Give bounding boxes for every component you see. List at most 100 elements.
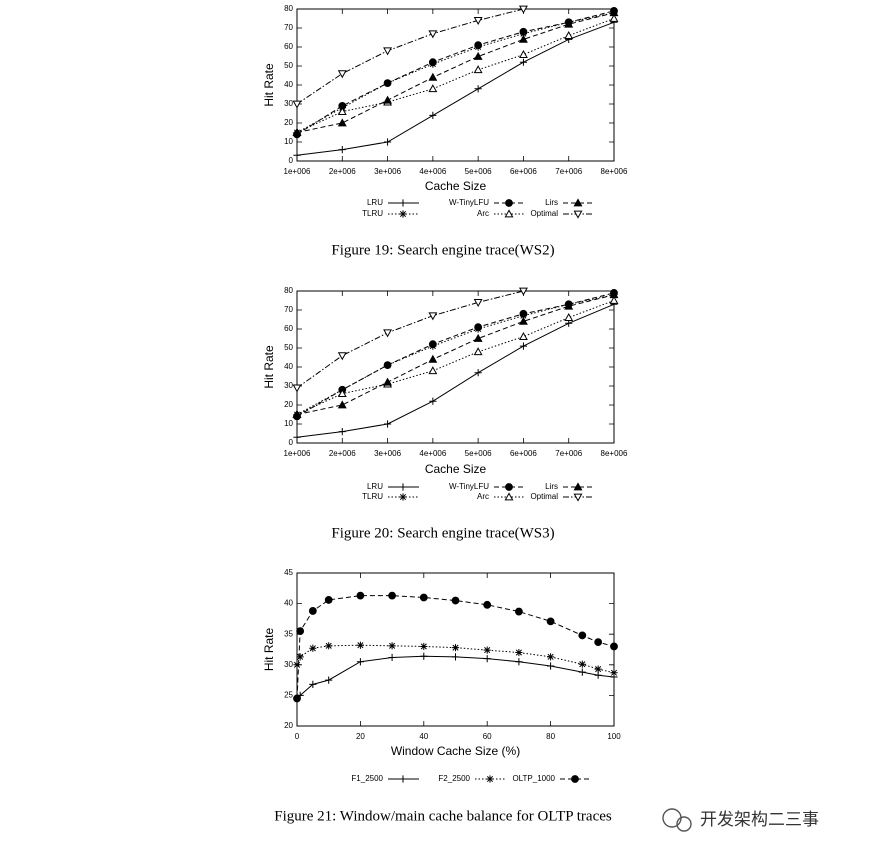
- marker: [473, 65, 483, 74]
- x-tick-label: 8e+006: [601, 449, 628, 458]
- y-tick-label: 25: [284, 691, 293, 700]
- marker: [428, 72, 438, 81]
- y-axis-label: Hit Rate: [262, 628, 276, 672]
- figure-caption: Figure 20: Search engine trace(WS3): [331, 525, 554, 541]
- legend-label: W-TinyLFU: [449, 482, 489, 491]
- marker: [428, 312, 438, 321]
- marker: [356, 591, 365, 600]
- marker: [324, 596, 333, 604]
- marker: [337, 400, 347, 409]
- marker: [519, 309, 528, 318]
- marker: [428, 354, 438, 363]
- marker: [547, 662, 555, 670]
- marker: [428, 366, 438, 375]
- y-tick-label: 35: [284, 629, 293, 638]
- y-tick-label: 40: [284, 599, 293, 608]
- marker: [518, 49, 528, 58]
- marker: [519, 58, 528, 66]
- x-axis-label: Window Cache Size (%): [391, 744, 520, 758]
- y-tick-label: 40: [284, 362, 293, 371]
- marker: [420, 652, 428, 660]
- marker: [573, 482, 583, 491]
- marker: [383, 420, 392, 428]
- series-line: [296, 8, 524, 105]
- marker: [473, 17, 483, 26]
- marker: [337, 70, 347, 79]
- legend-label: OLTP_1000: [512, 774, 555, 783]
- marker: [474, 85, 482, 93]
- marker: [309, 680, 317, 688]
- marker: [486, 775, 494, 783]
- x-tick-label: 4e+006: [419, 449, 446, 458]
- marker: [610, 669, 618, 677]
- marker: [518, 5, 528, 14]
- marker: [337, 118, 347, 127]
- y-axis-label: Hit Rate: [262, 345, 276, 389]
- marker: [505, 199, 513, 207]
- y-tick-label: 50: [284, 61, 293, 70]
- y-tick-label: 20: [284, 118, 293, 127]
- marker: [399, 775, 407, 783]
- x-tick-label: 40: [419, 732, 428, 741]
- x-axis-label: Cache Size: [425, 462, 487, 476]
- marker: [573, 198, 583, 207]
- marker: [429, 111, 437, 119]
- x-tick-label: 60: [483, 732, 492, 741]
- marker: [594, 665, 602, 673]
- marker: [518, 316, 528, 325]
- marker: [388, 653, 396, 662]
- plot-frame: [296, 290, 615, 444]
- marker: [483, 655, 491, 663]
- legend-label: Lirs: [545, 482, 558, 491]
- marker: [505, 483, 513, 491]
- marker: [399, 493, 407, 501]
- marker: [518, 331, 528, 340]
- legend-label: F1_2500: [351, 774, 383, 783]
- marker: [609, 295, 619, 304]
- marker: [325, 676, 333, 684]
- figure-caption: Figure 19: Search engine trace(WS2): [331, 242, 554, 258]
- y-tick-label: 10: [284, 419, 293, 428]
- marker: [515, 607, 523, 616]
- legend-label: Optimal: [530, 209, 558, 218]
- watermark-icon: [662, 808, 692, 832]
- y-tick-label: 0: [289, 438, 294, 447]
- y-tick-label: 10: [284, 137, 293, 146]
- series-line: [296, 303, 615, 438]
- marker: [546, 617, 555, 626]
- marker: [519, 27, 528, 36]
- watermark: 开发架构二三事: [700, 810, 819, 830]
- marker: [504, 492, 514, 501]
- legend-label: Arc: [477, 492, 489, 501]
- marker: [473, 299, 483, 308]
- series-line: [296, 300, 615, 415]
- y-tick-label: 20: [284, 400, 293, 409]
- marker: [388, 591, 397, 600]
- y-tick-label: 70: [284, 23, 293, 32]
- marker: [419, 593, 428, 602]
- legend-label: LRU: [367, 198, 383, 207]
- legend-label: Arc: [477, 209, 489, 218]
- y-tick-label: 70: [284, 305, 293, 314]
- series-line: [296, 12, 615, 133]
- x-tick-label: 20: [356, 732, 365, 741]
- marker: [428, 58, 437, 67]
- marker: [473, 51, 483, 60]
- y-tick-label: 80: [284, 286, 293, 295]
- x-tick-label: 100: [607, 732, 621, 741]
- marker: [504, 209, 514, 218]
- marker: [518, 34, 528, 43]
- marker: [578, 660, 586, 668]
- x-tick-label: 80: [546, 732, 555, 741]
- x-tick-label: 1e+006: [284, 167, 311, 176]
- marker: [293, 433, 301, 441]
- marker: [609, 8, 619, 17]
- marker: [473, 347, 483, 356]
- series-line: [296, 10, 615, 135]
- marker: [309, 644, 317, 652]
- series-line: [296, 292, 615, 417]
- marker: [399, 199, 407, 207]
- marker: [308, 607, 317, 615]
